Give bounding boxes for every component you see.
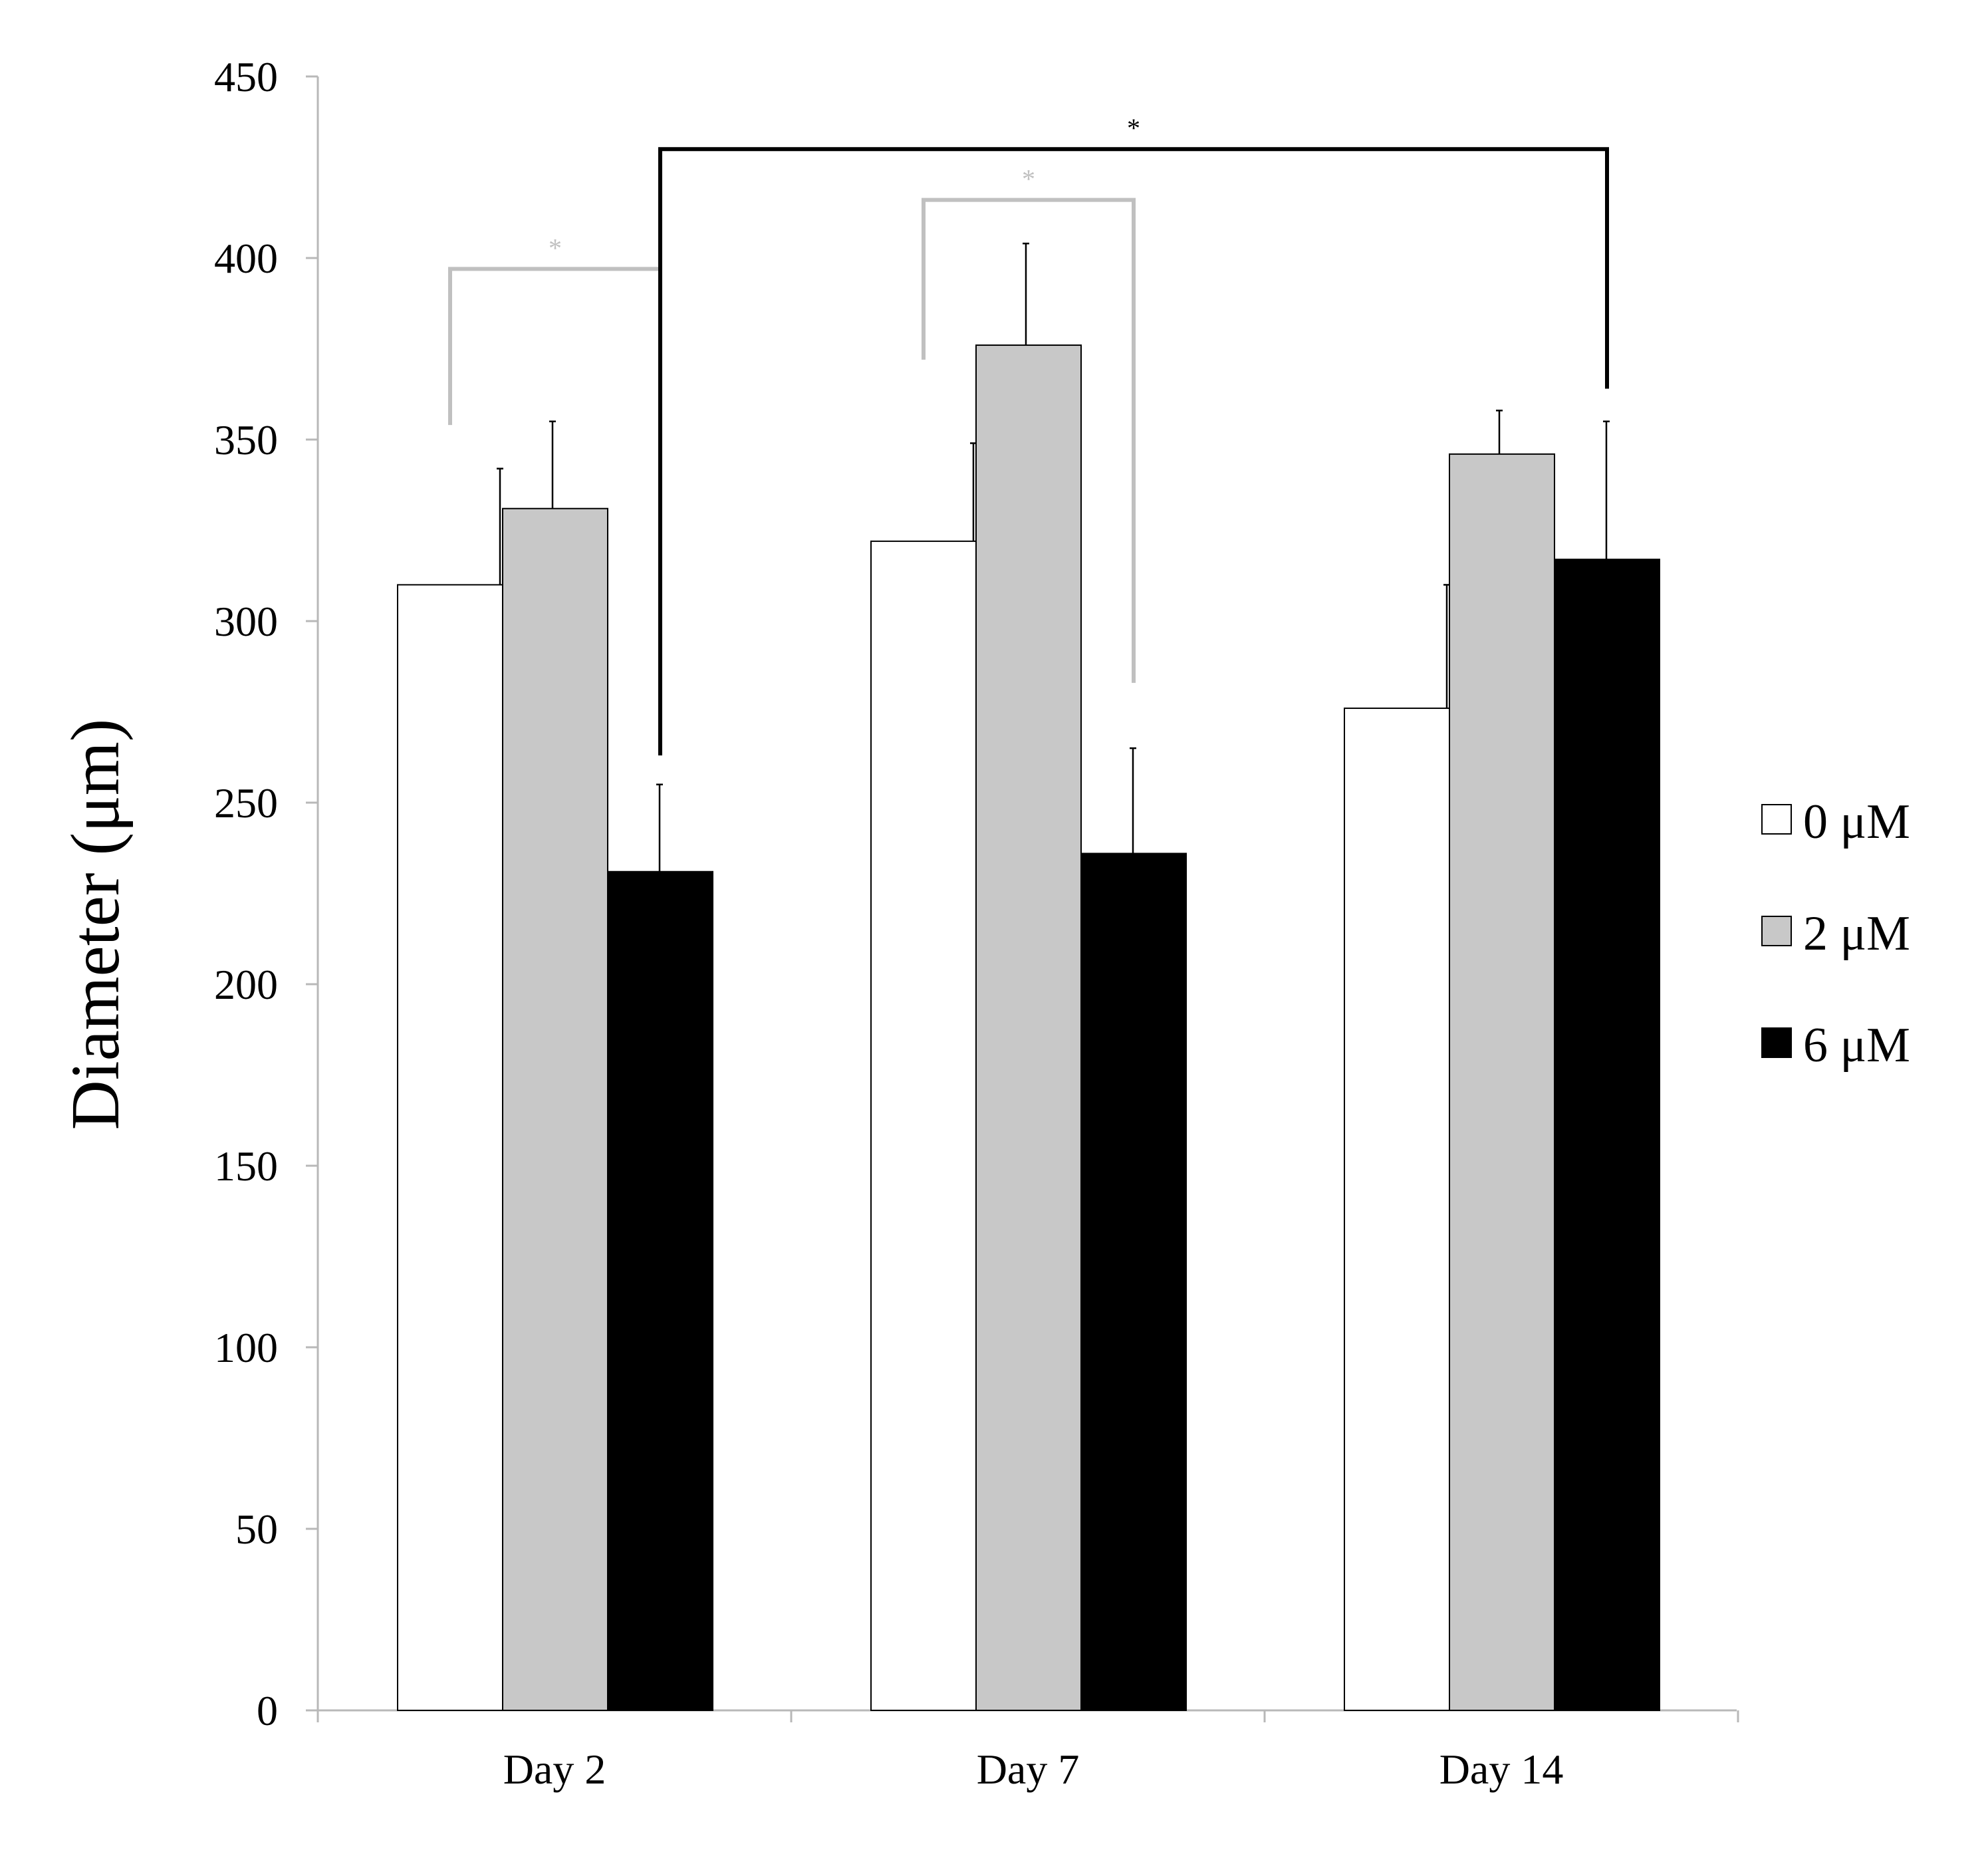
y-tick-label: 200 [214,961,278,1008]
significance-star: * [1022,164,1035,194]
bars [397,344,1660,1712]
x-axis: Day 2 Day 7 Day 14 [316,1709,1739,1793]
x-tick-label: Day 14 [1439,1746,1564,1793]
significance-star: * [1127,113,1140,143]
y-tick-label: 100 [214,1324,278,1371]
x-tick-label: Day 7 [977,1746,1080,1793]
significance-bracket [658,147,1609,756]
error-bars [497,242,1610,872]
bar [607,870,713,1711]
significance-brackets: * * * [448,113,1609,756]
significance-bracket [922,198,1136,683]
y-tick-label: 400 [214,235,278,282]
legend-swatch [1761,916,1792,946]
x-tick-label: Day 2 [503,1746,606,1793]
y-axis-label: Diameter (μm) [57,719,134,1130]
y-tick-label: 150 [214,1142,278,1190]
bar [502,507,608,1711]
significance-star: * [549,233,562,263]
bar [1449,453,1555,1712]
legend: 0 μM 2 μM 6 μM [1761,795,1910,1073]
legend-label: 0 μM [1803,795,1910,849]
y-tick-label: 450 [214,53,278,100]
legend-swatch [1761,1027,1792,1058]
legend-label: 2 μM [1803,906,1910,961]
y-tick-label: 250 [214,779,278,827]
legend-label: 6 μM [1803,1018,1910,1073]
bar [397,584,503,1711]
bar [1080,853,1187,1711]
bar [870,540,977,1711]
y-tick-label: 350 [214,416,278,464]
bar [1554,559,1660,1711]
y-tick-label: 50 [235,1506,278,1553]
legend-swatch [1761,804,1792,835]
y-axis: 0 50 100 150 200 250 300 350 400 450 [214,53,319,1734]
y-tick-label: 300 [214,598,278,645]
bar [975,344,1082,1711]
bar [1344,708,1450,1711]
y-tick-label: 0 [257,1687,278,1734]
